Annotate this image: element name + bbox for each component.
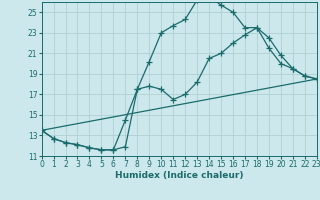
X-axis label: Humidex (Indice chaleur): Humidex (Indice chaleur) — [115, 171, 244, 180]
